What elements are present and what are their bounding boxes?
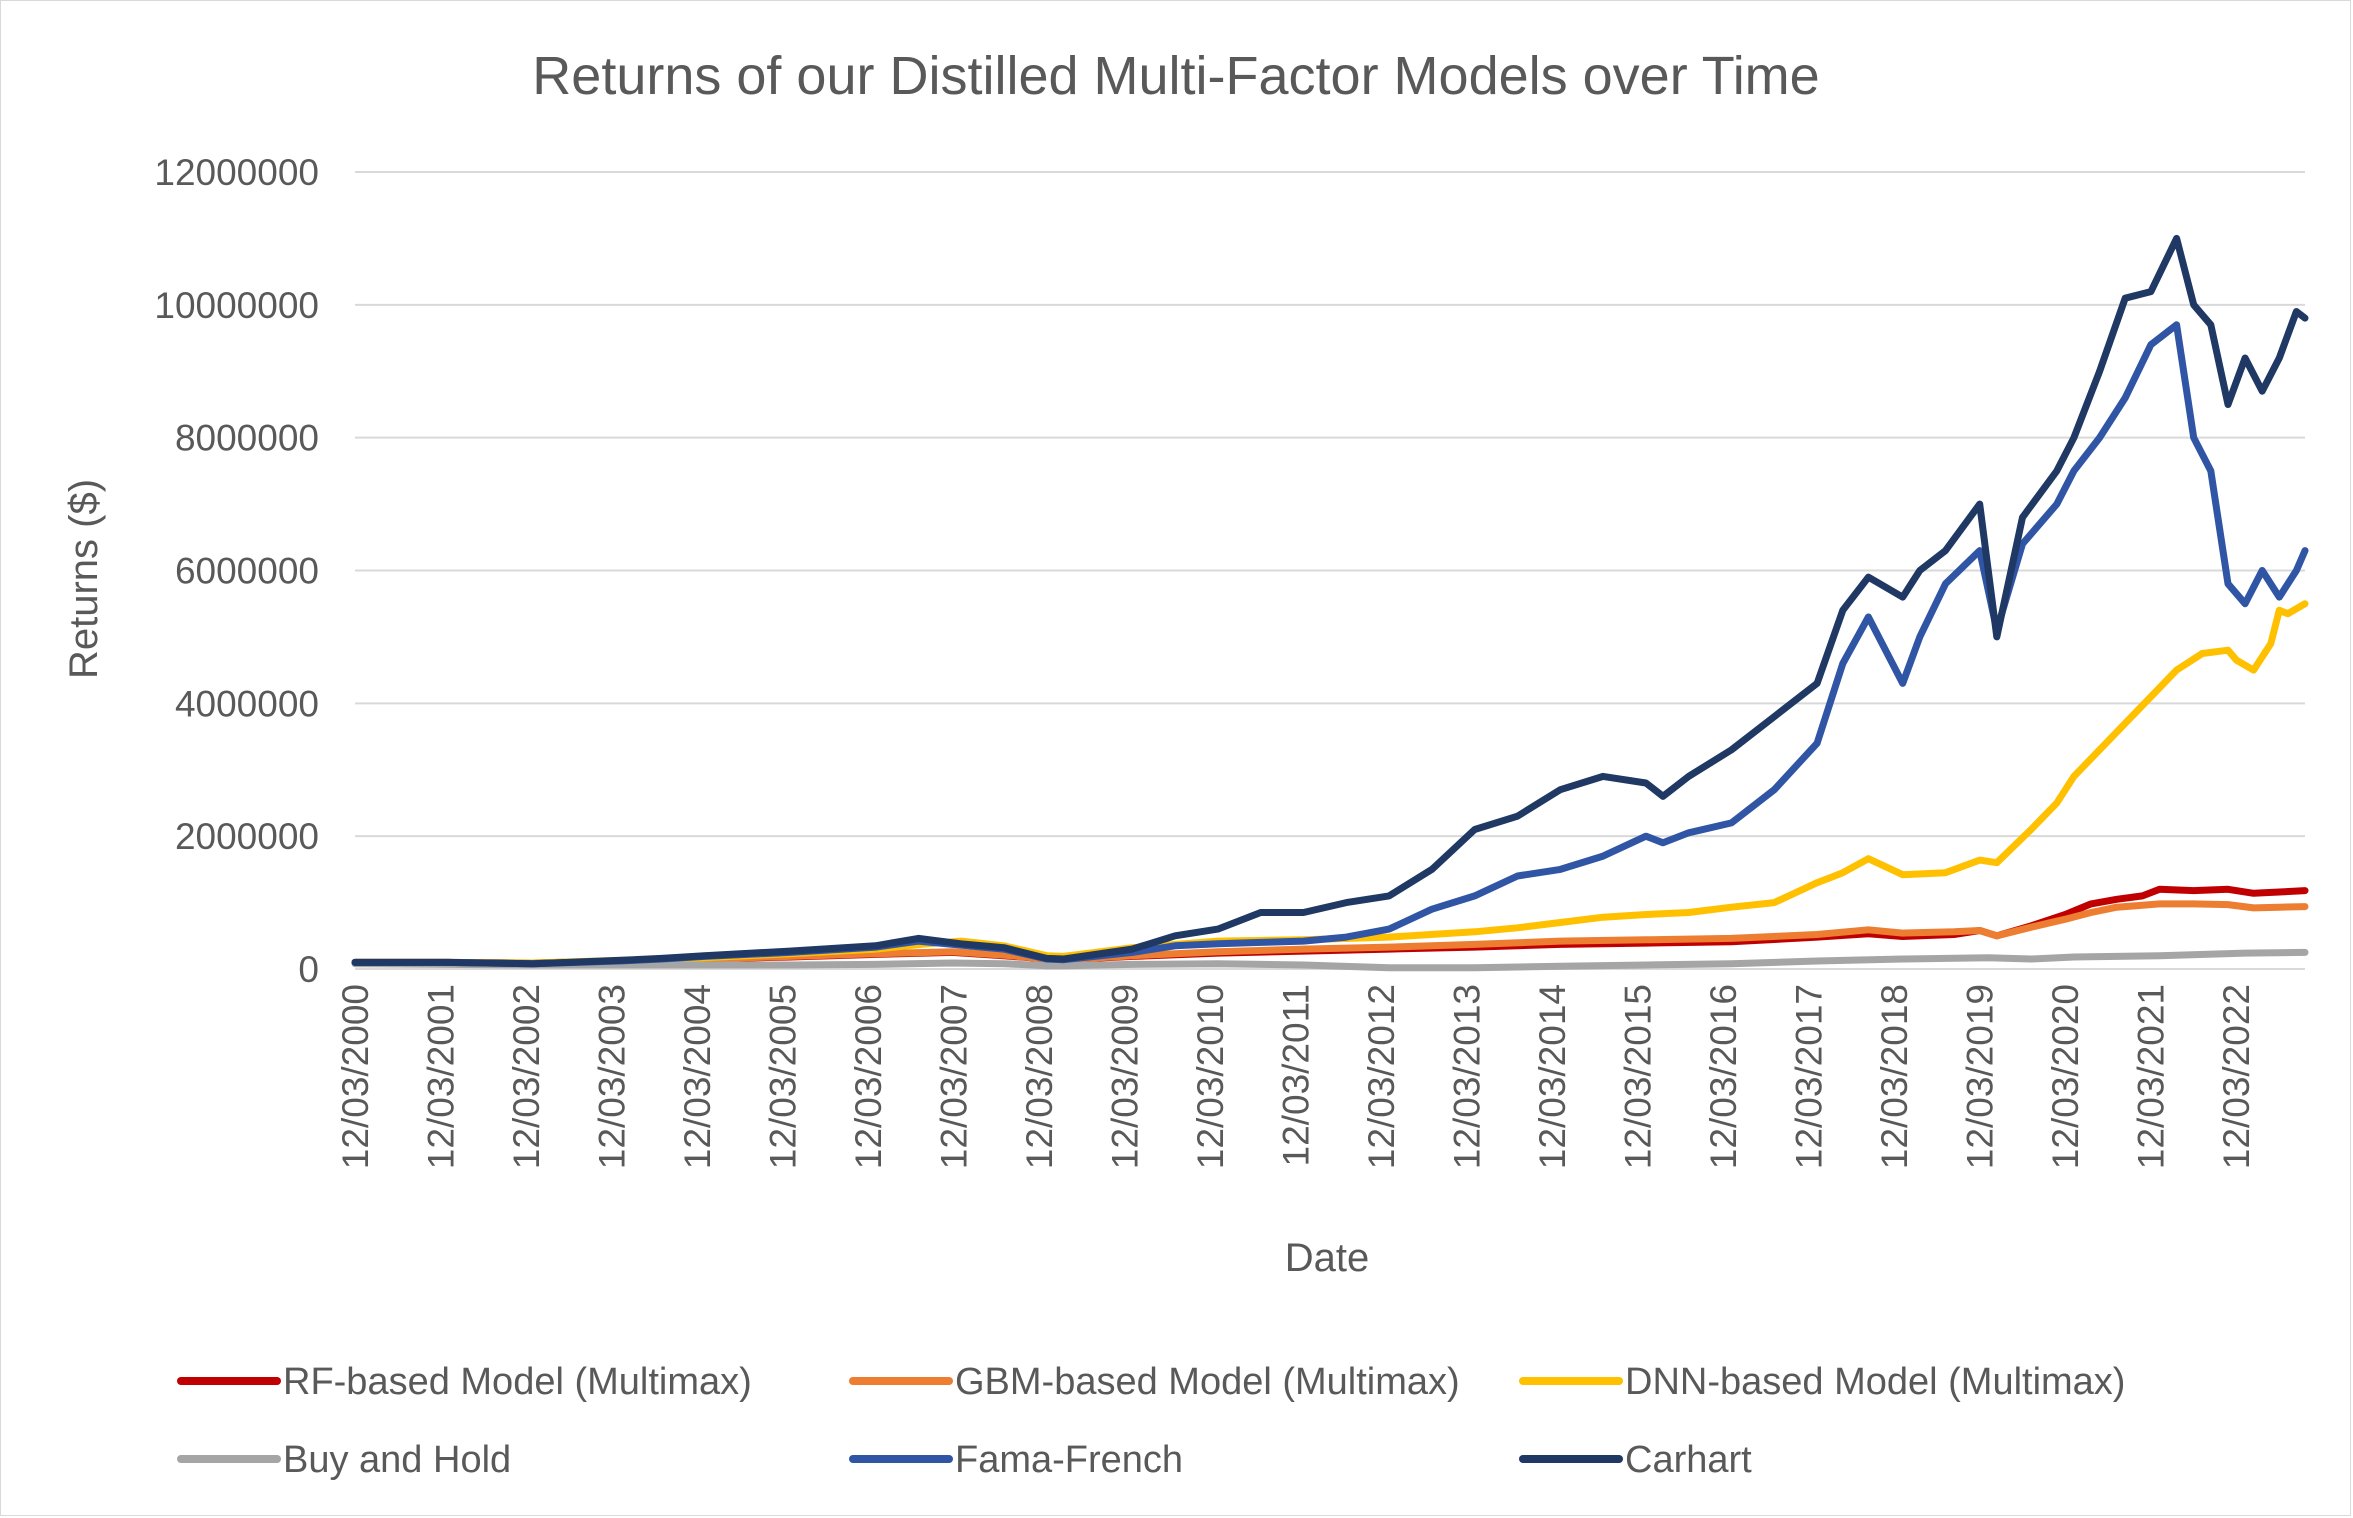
x-tick-label: 12/03/2013 — [1447, 984, 1488, 1169]
legend-label: Carhart — [1625, 1439, 1752, 1481]
y-tick-label: 12000000 — [154, 152, 319, 193]
x-tick-label: 12/03/2016 — [1703, 984, 1744, 1169]
x-tick-label: 12/03/2015 — [1618, 984, 1659, 1169]
y-axis-ticks: 0 2000000 4000000 6000000 8000000 10000000 120… — [154, 152, 319, 990]
series-lines — [351, 234, 2309, 972]
x-tick-label: 12/03/2020 — [2045, 984, 2086, 1169]
x-tick-label: 12/03/2019 — [1960, 984, 2001, 1169]
legend-label: RF-based Model (Multimax) — [283, 1361, 752, 1403]
series-line — [351, 321, 2309, 968]
y-tick-label: 4000000 — [175, 683, 319, 724]
x-tick-label: 12/03/2009 — [1105, 984, 1146, 1169]
y-tick-label: 10000000 — [154, 285, 319, 326]
x-tick-label: 12/03/2014 — [1532, 984, 1573, 1169]
x-tick-label: 12/03/2003 — [592, 984, 633, 1169]
x-tick-label: 12/03/2021 — [2131, 984, 2172, 1169]
legend-label: Buy and Hold — [283, 1439, 511, 1481]
x-tick-label: 12/03/2010 — [1190, 984, 1231, 1169]
x-tick-label: 12/03/2022 — [2216, 984, 2257, 1169]
series-line — [351, 900, 2309, 967]
y-tick-label: 8000000 — [175, 418, 319, 459]
x-tick-label: 12/03/2007 — [934, 984, 975, 1169]
x-tick-label: 12/03/2001 — [421, 984, 462, 1169]
x-tick-label: 12/03/2006 — [848, 984, 889, 1169]
x-axis-title: Date — [1285, 1236, 1370, 1280]
gridlines — [355, 171, 2305, 838]
legend-label: DNN-based Model (Multimax) — [1625, 1361, 2125, 1403]
x-tick-label: 12/03/2018 — [1874, 984, 1915, 1169]
y-tick-label: 6000000 — [175, 551, 319, 592]
x-tick-label: 12/03/2000 — [335, 984, 376, 1169]
legend: RF-based Model (Multimax) GBM-based Model… — [177, 1361, 2125, 1481]
x-tick-label: 12/03/2005 — [763, 984, 804, 1169]
chart-title: Returns of our Distilled Multi-Factor Mo… — [532, 46, 1819, 106]
x-tick-label: 12/03/2002 — [506, 984, 547, 1169]
y-axis-title: Returns ($) — [62, 479, 106, 679]
x-tick-label: 12/03/2004 — [677, 984, 718, 1169]
x-axis-ticks: 12/03/2000 12/03/2001 12/03/2002 12/03/2003… — [335, 984, 2257, 1169]
series-line — [351, 948, 2309, 972]
series-line — [351, 234, 2309, 968]
x-tick-label: 12/03/2008 — [1019, 984, 1060, 1169]
y-tick-label: 0 — [298, 949, 319, 990]
y-tick-label: 2000000 — [175, 816, 319, 857]
legend-label: GBM-based Model (Multimax) — [955, 1361, 1460, 1403]
x-tick-label: 12/03/2012 — [1361, 984, 1402, 1169]
legend-label: Fama-French — [955, 1439, 1183, 1481]
x-tick-label: 12/03/2011 — [1276, 984, 1317, 1166]
x-tick-label: 12/03/2017 — [1789, 984, 1830, 1169]
